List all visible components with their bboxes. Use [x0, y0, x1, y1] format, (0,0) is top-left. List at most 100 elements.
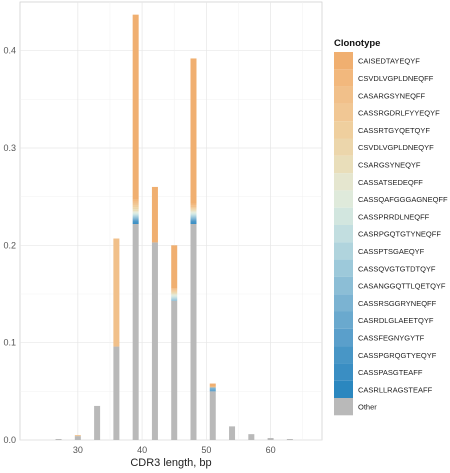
bar-segment: [190, 58, 197, 204]
bar-segment: [190, 210, 197, 212]
y-tick-label: 0.4: [3, 46, 16, 56]
x-tick-label: 40: [137, 445, 147, 455]
legend-swatch: [334, 311, 353, 329]
legend-swatch: [334, 207, 353, 225]
bar-segment: [171, 290, 178, 292]
bar-segment: [132, 213, 139, 215]
bar-segment: [190, 223, 197, 440]
bar-segment: [171, 294, 178, 296]
bar-segment: [113, 346, 120, 440]
grid: [20, 2, 322, 441]
y-tick-label: 0.1: [3, 338, 16, 348]
bar-segment: [55, 439, 62, 440]
x-tick-label: 50: [201, 445, 211, 455]
bar-segment: [94, 405, 101, 440]
bar-segment: [151, 186, 158, 243]
bar-segment: [171, 296, 178, 298]
bar-segment: [132, 223, 139, 440]
bar-segment: [190, 208, 197, 210]
bar-segment: [132, 201, 139, 204]
bar-segment: [132, 221, 139, 222]
bar-segment: [190, 221, 197, 222]
x-tick-label: 60: [266, 445, 276, 455]
bar-segment: [132, 203, 139, 206]
bar-segment: [209, 390, 216, 392]
y-tick-label: 0.0: [3, 435, 16, 445]
legend-swatch: [334, 69, 353, 87]
y-tick-label: 0.2: [3, 240, 16, 250]
bar-segment: [209, 389, 216, 391]
bar-segment: [132, 220, 139, 221]
bar-segment: [190, 218, 197, 220]
bar-segment: [132, 209, 139, 212]
legend-label: CASSPGRQGTYEQYF: [358, 351, 437, 360]
legend-label: CASSFEGNYGYTF: [358, 333, 425, 342]
legend-label: CASARGSYNEQFF: [358, 91, 426, 100]
bar-segment: [190, 209, 197, 211]
bar-segment: [190, 217, 197, 219]
bar-segment: [171, 291, 178, 293]
legend-swatch: [334, 346, 353, 364]
bar-segment: [132, 214, 139, 216]
bar-segment: [190, 219, 197, 221]
bar-segment: [132, 222, 139, 224]
bar-segment: [190, 216, 197, 218]
bar-segment: [132, 212, 139, 214]
legend-label: CASSPASGTEAFF: [358, 368, 423, 377]
legend-label: CASRLLRAGSTEAFF: [358, 385, 433, 394]
bar-segment: [190, 221, 197, 223]
legend-swatch: [334, 52, 353, 70]
bar-segment: [190, 207, 197, 209]
bar-segment: [132, 217, 139, 219]
bar-segment: [190, 222, 197, 224]
legend-label: CSARGSYNEQYF: [358, 160, 421, 169]
bar-segment: [209, 383, 216, 387]
legend-swatch: [334, 173, 353, 191]
bar-segment: [171, 288, 178, 290]
legend-swatch: [334, 276, 353, 295]
bar-segment: [209, 391, 216, 440]
bar-segment: [171, 294, 178, 295]
legend-label: CASSPTSGAEQYF: [358, 247, 425, 256]
bar-segment: [229, 426, 236, 440]
legend-label: CASRPGQTGTYNEQFF: [358, 230, 441, 239]
legend-swatch: [334, 225, 353, 243]
bar-segment: [171, 289, 178, 291]
legend-label: CASSRGDRLFYYEQYF: [358, 109, 440, 118]
y-tick-label: 0.3: [3, 143, 16, 153]
legend-label: CSVDLVGPLDNEQFF: [358, 74, 434, 83]
legend-label: CASSQVGTGTDTQYF: [358, 264, 436, 273]
bar-segment: [209, 386, 216, 388]
legend-label: CAISEDTAYEQYF: [358, 57, 420, 66]
bar-segment: [132, 219, 139, 221]
legend-swatch: [334, 259, 353, 277]
bar-segment: [190, 205, 197, 208]
bars: [55, 14, 293, 440]
legend-label: CASSATSEDEQFF: [358, 178, 423, 187]
bar-segment: [132, 211, 139, 213]
bar-segment: [190, 211, 197, 213]
bar-segment: [132, 216, 139, 218]
bar-segment: [190, 212, 197, 214]
legend: CAISEDTAYEQYF CSVDLVGPLDNEQFF CASARGSYNEQF…: [334, 52, 448, 416]
legend-swatch: [334, 155, 353, 174]
legend-label: CASSRTGYQETQYF: [358, 126, 430, 135]
bar-segment: [190, 213, 197, 215]
legend-swatch: [334, 190, 353, 208]
legend-label: CASSQAFGGGAGNEQFF: [358, 195, 448, 204]
legend-label: CASANGGQTTLQETQYF: [358, 282, 446, 291]
bar-segment: [132, 221, 139, 223]
legend-label: CASSPRRDLNEQFF: [358, 212, 430, 221]
axes: 0.0 0.1 0.2 0.3 0.4 30 40 50 60: [3, 46, 275, 455]
bar-segment: [171, 245, 178, 289]
bar-segment: [209, 388, 216, 390]
legend-swatch: [334, 242, 353, 260]
bar-segment: [190, 220, 197, 221]
bar-segment: [132, 14, 139, 200]
bar-segment: [248, 434, 255, 440]
bar-segment: [113, 238, 120, 347]
bar-segment: [132, 218, 139, 220]
legend-swatch: [334, 328, 353, 347]
bar-segment: [171, 292, 178, 294]
